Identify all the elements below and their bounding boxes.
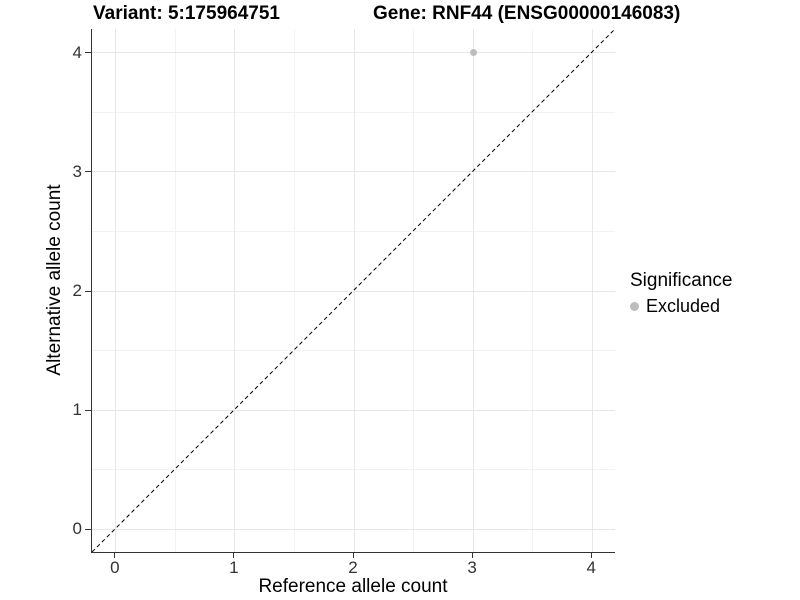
x-axis-title: Reference allele count (258, 576, 448, 597)
x-tick-label: 4 (586, 558, 596, 577)
y-gridline-major (92, 409, 615, 411)
x-tick-label: 0 (110, 558, 120, 577)
x-tick-label: 2 (348, 558, 358, 577)
legend-items: Excluded (630, 296, 732, 317)
x-tick-label: 3 (467, 558, 477, 577)
x-tick-label: 1 (229, 558, 239, 577)
y-tick-label: 4 (72, 42, 82, 62)
y-tick-mark (85, 290, 91, 292)
y-tick-label: 2 (72, 281, 82, 300)
y-gridline-major (92, 171, 615, 173)
y-tick-mark (85, 528, 91, 530)
y-axis-title: Alternative allele count (44, 184, 65, 376)
y-tick-label: 3 (72, 161, 82, 181)
plot-title-variant: Variant: 5:175964751 (93, 3, 280, 24)
data-point (469, 49, 477, 57)
y-gridline-major (92, 52, 615, 54)
x-tick-mark (352, 553, 354, 558)
y-tick-mark (85, 171, 91, 173)
legend-title: Significance (630, 270, 733, 291)
y-tick-mark (85, 52, 91, 54)
legend-key-dot-icon (630, 302, 639, 311)
y-gridline-major (92, 290, 615, 292)
x-tick-mark (471, 553, 473, 558)
y-tick-label: 0 (72, 519, 82, 539)
y-gridline-major (92, 528, 615, 530)
legend-item-label: Excluded (646, 296, 721, 316)
x-tick-mark (590, 553, 592, 558)
identity-dashed-line (92, 29, 615, 552)
legend: Significance Excluded (630, 269, 732, 317)
x-tick-mark (114, 553, 116, 558)
legend-item: Excluded (630, 296, 732, 317)
reference-line-layer (92, 29, 615, 552)
plot-panel (91, 29, 615, 553)
y-tick-mark (85, 409, 91, 411)
y-tick-label: 1 (72, 400, 82, 420)
x-tick-mark (233, 553, 235, 558)
plot-title-gene: Gene: RNF44 (ENSG00000146083) (373, 3, 681, 24)
